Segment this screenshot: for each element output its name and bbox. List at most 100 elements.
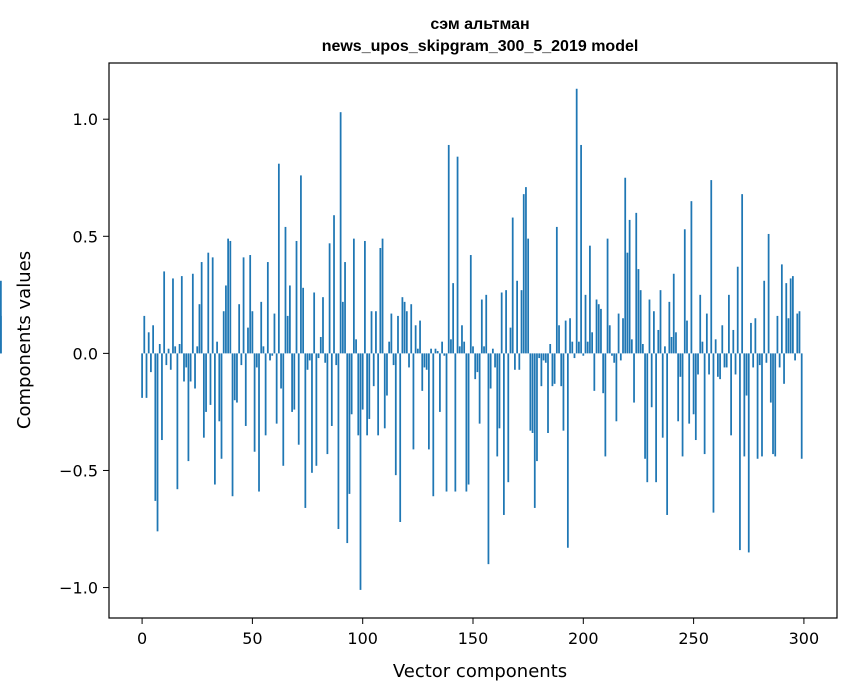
bar-230 (648, 299, 651, 354)
bar-130 (428, 353, 430, 450)
bar-3 (147, 332, 150, 354)
bar-86 (330, 353, 333, 426)
bar-175 (527, 238, 530, 354)
x-axis-ticks: 0 50 100 150 200 250 300 (137, 618, 819, 648)
bar-264 (723, 353, 726, 368)
bar-298 (798, 311, 801, 354)
bar-244 (679, 353, 682, 377)
bar-287 (774, 353, 777, 457)
x-tick-label: 50 (242, 629, 262, 648)
bar-101 (364, 240, 366, 354)
bar-280 (758, 353, 761, 366)
bar-214 (613, 353, 616, 363)
y-tick-label: 0.0 (73, 344, 98, 363)
bar-36 (220, 353, 223, 459)
bar-59 (271, 353, 274, 356)
bar-111 (386, 353, 388, 396)
bar-134 (436, 351, 439, 354)
bar-143 (456, 156, 459, 354)
bar-99 (359, 353, 362, 590)
bar-51 (253, 353, 256, 452)
bar-126 (419, 320, 421, 354)
bar-271 (739, 353, 741, 551)
bar-10 (163, 271, 166, 354)
bar-82 (322, 297, 324, 354)
bar-145 (461, 325, 463, 354)
bar-216 (617, 313, 620, 354)
bar-45 (240, 353, 243, 366)
bar-173 (522, 194, 525, 354)
bar-186 (551, 353, 554, 387)
bar-1 (143, 315, 146, 354)
bar-135 (439, 353, 441, 412)
bar-136 (441, 341, 443, 354)
bar-112 (388, 341, 391, 354)
bar-246 (683, 229, 686, 354)
bar-272 (741, 194, 744, 354)
bar-63 (280, 353, 282, 389)
bar-242 (675, 332, 677, 354)
bar-5 (152, 325, 154, 354)
bar-183 (544, 353, 547, 363)
bar-2 (145, 353, 148, 398)
bar-198 (578, 341, 580, 354)
bar-35 (218, 353, 221, 422)
bar-155 (483, 346, 485, 354)
bar-23 (191, 273, 194, 354)
bar-142 (454, 353, 457, 492)
bar-168 (511, 217, 514, 354)
bar-53 (258, 353, 260, 492)
bar-120 (405, 311, 408, 354)
bar-268 (732, 329, 735, 354)
bar-197 (575, 88, 578, 354)
bar-238 (666, 353, 669, 515)
bar-84 (326, 353, 329, 455)
bar-89 (337, 353, 340, 530)
bar-282 (763, 280, 766, 354)
bar-263 (721, 325, 724, 354)
bar-38 (225, 285, 227, 354)
bar-285 (769, 353, 772, 403)
bar-254 (701, 341, 704, 354)
bar-249 (690, 201, 693, 354)
bar-181 (540, 353, 543, 387)
bar-75 (306, 353, 309, 370)
bar-72 (300, 175, 302, 354)
bar-180 (538, 353, 541, 359)
bar-220 (626, 252, 629, 354)
bar-160 (494, 353, 496, 368)
bar-20 (185, 353, 188, 368)
bar-37 (222, 311, 225, 354)
bar-88 (335, 353, 338, 366)
bar-21 (187, 353, 190, 462)
bar-266 (728, 294, 730, 354)
y-tick-label: −1.0 (59, 579, 98, 598)
bar-152 (476, 353, 479, 373)
bar-262 (719, 353, 721, 380)
bar-150 (472, 346, 474, 354)
bar-13 (169, 353, 172, 370)
bar-124 (414, 325, 417, 354)
bar-162 (498, 353, 501, 429)
bar-28 (202, 353, 205, 438)
bar-260 (714, 339, 717, 354)
bar-26 (198, 304, 201, 354)
bar-234 (657, 329, 660, 354)
bar-265 (725, 353, 728, 368)
bar-228 (644, 353, 646, 459)
bar-43 (236, 353, 238, 403)
bar-297 (796, 313, 799, 354)
bar-139 (447, 144, 450, 354)
bar-277 (752, 353, 755, 368)
bar-167 (509, 327, 512, 354)
bar-67 (289, 285, 291, 354)
bars (0, 88, 803, 590)
bar-87 (333, 215, 335, 354)
bar-182 (542, 353, 545, 361)
bar-170 (516, 280, 518, 354)
bar-206 (595, 299, 598, 354)
y-tick-label: 1.0 (73, 110, 98, 129)
bar-158 (489, 353, 492, 389)
bar-207 (597, 304, 600, 354)
bar-141 (452, 283, 455, 354)
